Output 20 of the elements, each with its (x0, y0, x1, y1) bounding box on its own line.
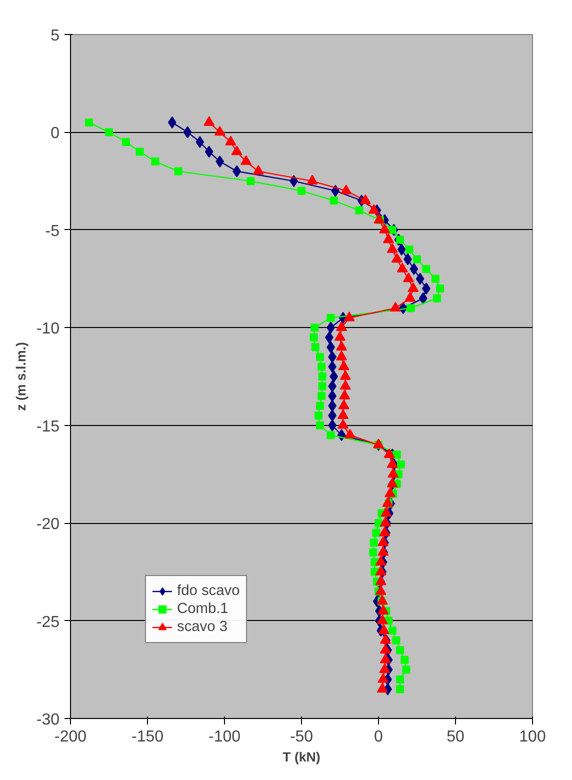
legend-label: fdo scavo (177, 582, 240, 600)
x-tick-label: -100 (208, 728, 241, 746)
x-tick-label: 50 (446, 728, 464, 746)
x-tick-label: -50 (290, 728, 314, 746)
y-tick-label: -30 (36, 712, 60, 728)
x-tick-label: 100 (519, 728, 546, 746)
x-tick-label: -150 (131, 728, 164, 746)
x-tick-label: 0 (374, 728, 384, 746)
x-axis-title: T (kN) (282, 750, 320, 764)
y-axis-title: z (m s.l.m.) (13, 342, 28, 411)
legend-label: scavo 3 (177, 618, 228, 636)
y-tick-label: 5 (50, 28, 60, 44)
x-tick-label: -200 (54, 728, 87, 746)
y-tick-label: -15 (36, 418, 60, 436)
y-tick-label: -20 (36, 516, 60, 534)
y-tick-label: 0 (50, 125, 60, 142)
y-tick-label: -25 (36, 614, 60, 631)
legend-label: Comb.1 (177, 600, 228, 618)
y-tick-label: -5 (45, 222, 60, 240)
y-tick-label: -10 (36, 320, 60, 338)
